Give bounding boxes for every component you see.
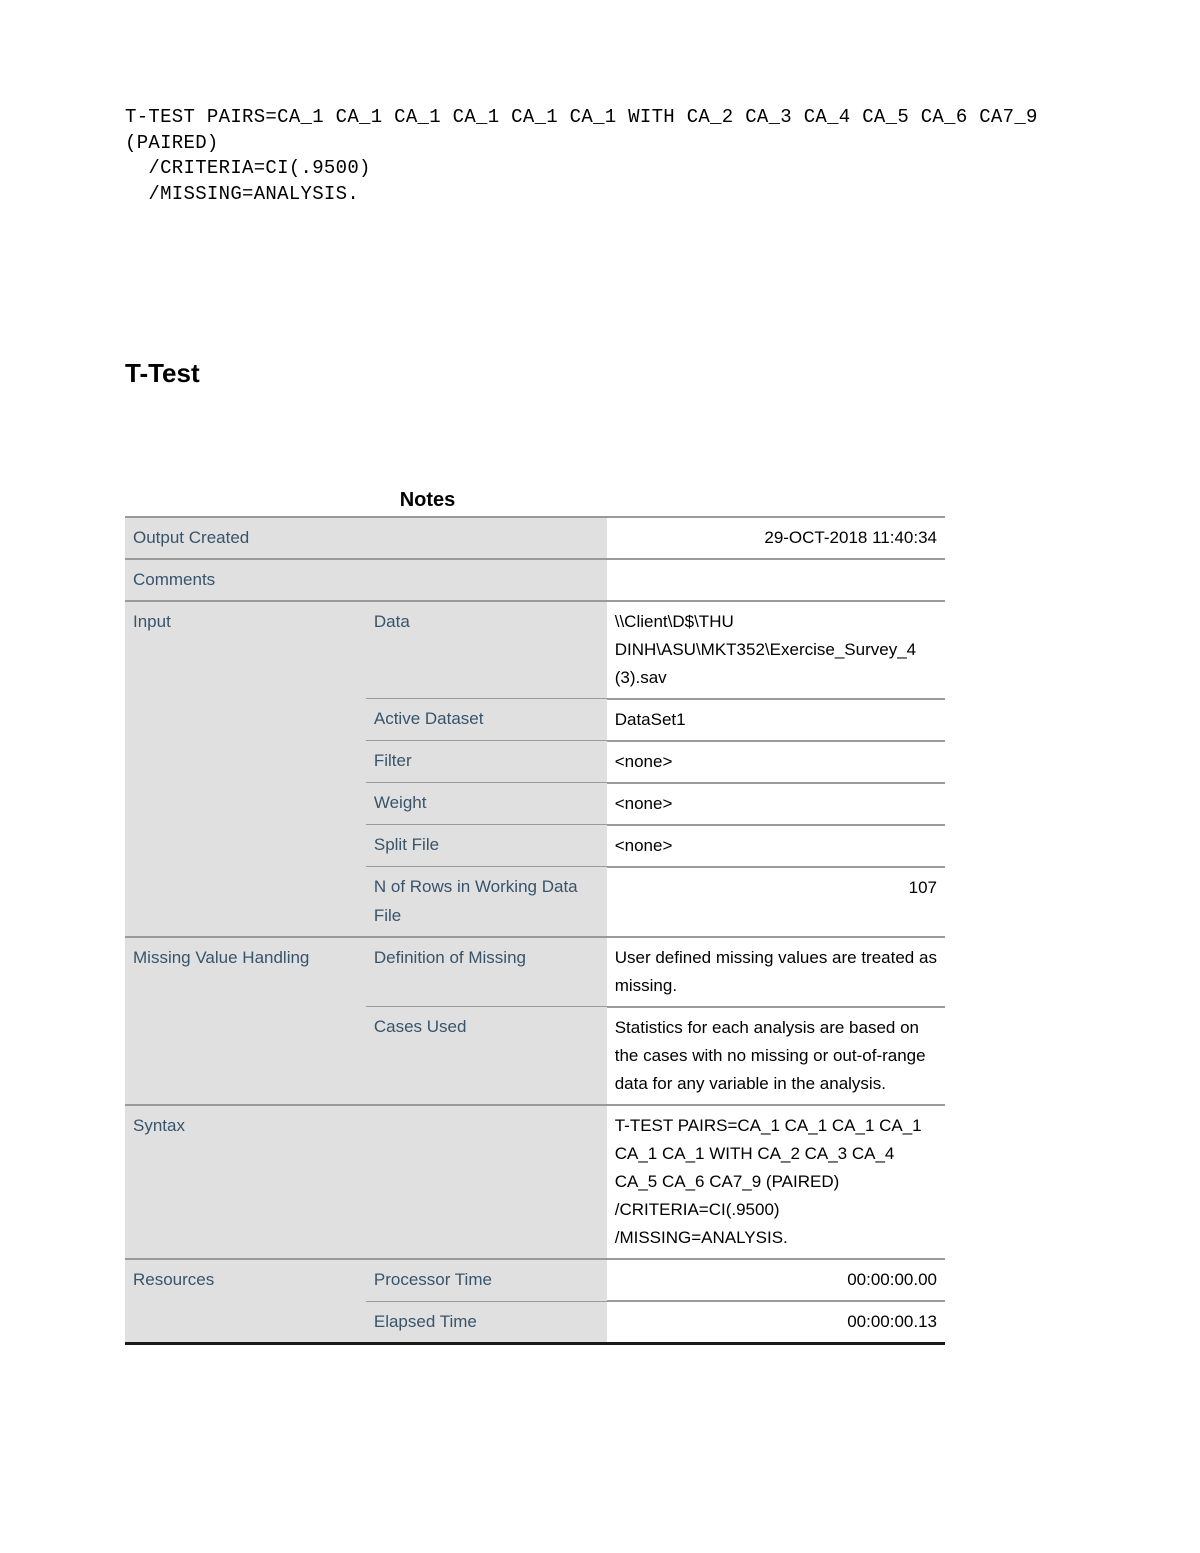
value-syntax: T-TEST PAIRS=CA_1 CA_1 CA_1 CA_1 CA_1 CA…	[607, 1105, 945, 1259]
label-processor-time: Processor Time	[366, 1259, 607, 1301]
syntax-code-block: T-TEST PAIRS=CA_1 CA_1 CA_1 CA_1 CA_1 CA…	[125, 105, 1075, 208]
label-active-dataset: Active Dataset	[366, 699, 607, 741]
value-weight: <none>	[607, 783, 945, 825]
value-split-file: <none>	[607, 825, 945, 867]
value-elapsed-time: 00:00:00.13	[607, 1301, 945, 1344]
table-row: Missing Value Handling Definition of Mis…	[125, 937, 945, 1007]
table-row: Output Created 29-OCT-2018 11:40:34	[125, 517, 945, 559]
label-input-data: Data	[366, 601, 607, 699]
label-missing: Missing Value Handling	[125, 937, 366, 1105]
value-n-rows: 107	[607, 867, 945, 937]
table-row: Syntax T-TEST PAIRS=CA_1 CA_1 CA_1 CA_1 …	[125, 1105, 945, 1259]
table-row: Comments	[125, 559, 945, 601]
notes-table: Output Created 29-OCT-2018 11:40:34 Comm…	[125, 516, 945, 1346]
label-elapsed-time: Elapsed Time	[366, 1301, 607, 1344]
label-weight: Weight	[366, 783, 607, 825]
table-row: Resources Processor Time 00:00:00.00	[125, 1259, 945, 1301]
label-filter: Filter	[366, 741, 607, 783]
label-input: Input	[125, 601, 366, 937]
label-definition-missing: Definition of Missing	[366, 937, 607, 1007]
notes-title: Notes	[125, 489, 730, 512]
value-definition-missing: User defined missing values are treated …	[607, 937, 945, 1007]
section-heading: T-Test	[125, 358, 1075, 389]
value-cases-used: Statistics for each analysis are based o…	[607, 1007, 945, 1105]
value-input-data: \\Client\D$\THU DINH\ASU\MKT352\Exercise…	[607, 601, 945, 699]
label-syntax: Syntax	[125, 1105, 607, 1259]
table-row: Input Data \\Client\D$\THU DINH\ASU\MKT3…	[125, 601, 945, 699]
label-cases-used: Cases Used	[366, 1007, 607, 1105]
label-split-file: Split File	[366, 825, 607, 867]
value-processor-time: 00:00:00.00	[607, 1259, 945, 1301]
label-comments: Comments	[125, 559, 607, 601]
label-n-rows: N of Rows in Working Data File	[366, 867, 607, 937]
value-filter: <none>	[607, 741, 945, 783]
label-output-created: Output Created	[125, 517, 607, 559]
value-comments	[607, 559, 945, 601]
label-resources: Resources	[125, 1259, 366, 1344]
page: T-TEST PAIRS=CA_1 CA_1 CA_1 CA_1 CA_1 CA…	[0, 0, 1200, 1553]
notes-section: Notes Output Created 29-OCT-2018 11:40:3…	[125, 489, 1075, 1346]
value-active-dataset: DataSet1	[607, 699, 945, 741]
value-output-created: 29-OCT-2018 11:40:34	[607, 517, 945, 559]
